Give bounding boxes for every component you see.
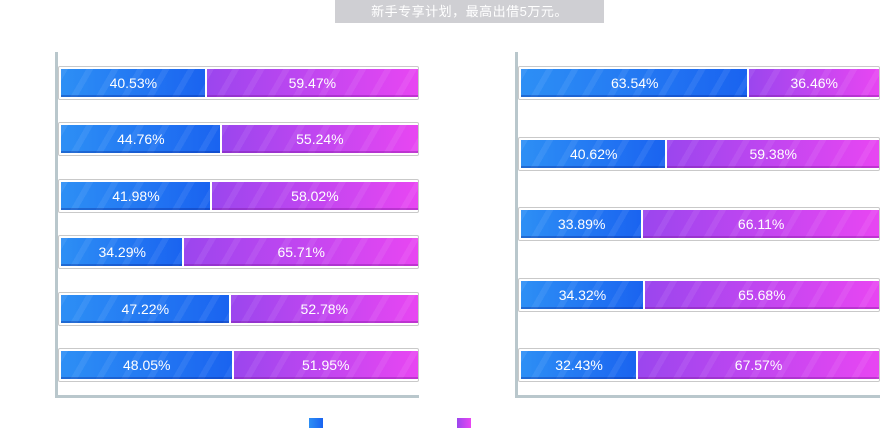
bar-segment-series-a: 33.89% (521, 210, 643, 238)
bar-row: 34.29% 65.71% (58, 235, 419, 270)
legend-swatch-series-a (309, 418, 323, 428)
bar-segment-series-a: 63.54% (521, 69, 749, 97)
segment-divider (642, 280, 645, 309)
segment-divider (228, 294, 231, 323)
segment-divider (636, 351, 639, 379)
bar-segment-series-a: 40.62% (521, 139, 667, 168)
bar-segment-series-b: 59.47% (206, 69, 418, 97)
segment-divider (641, 210, 644, 238)
y-axis-line (55, 52, 58, 398)
bar-segment-series-b: 65.68% (644, 280, 879, 309)
bar-segment-series-a: 48.05% (61, 351, 233, 379)
segment-divider (747, 69, 750, 97)
y-axis-line (515, 52, 518, 398)
bar-row: 48.05% 51.95% (58, 348, 419, 382)
bar-segment-series-b: 59.38% (667, 139, 879, 168)
bar-row: 40.62% 59.38% (518, 136, 880, 171)
segment-divider (182, 238, 185, 267)
bar-segment-series-a: 47.22% (61, 294, 230, 323)
segment-divider (209, 181, 212, 210)
bar-row: 33.89% 66.11% (518, 207, 880, 241)
bar-segment-series-a: 32.43% (521, 351, 638, 379)
bar-segment-series-b: 55.24% (221, 125, 418, 154)
bar-segment-series-a: 41.98% (61, 181, 211, 210)
bar-row: 34.32% 65.68% (518, 277, 880, 312)
x-axis-line (515, 395, 880, 398)
segment-divider (231, 351, 234, 379)
bar-row: 41.98% 58.02% (58, 178, 419, 213)
chart-left: 40.53% 59.47% 44.76% 55.24% 41.98% 58.02% 34.2… (55, 52, 419, 398)
bar-row: 32.43% 67.57% (518, 348, 880, 382)
bar-segment-series-a: 34.32% (521, 280, 644, 309)
x-axis-line (55, 395, 419, 398)
bar-segment-series-b: 51.95% (233, 351, 418, 379)
bar-row: 40.53% 59.47% (58, 66, 419, 100)
legend-swatch-series-b (457, 418, 471, 428)
bar-segment-series-a: 44.76% (61, 125, 221, 154)
bar-segment-series-b: 67.57% (638, 351, 879, 379)
bar-segment-series-b: 36.46% (749, 69, 879, 97)
segment-divider (665, 139, 668, 168)
bar-row: 44.76% 55.24% (58, 122, 419, 157)
chart-right: 63.54% 36.46% 40.62% 59.38% 33.89% 66.11% 34.3… (515, 52, 880, 398)
bar-row: 63.54% 36.46% (518, 66, 880, 100)
segment-divider (204, 69, 207, 97)
bar-segment-series-b: 58.02% (211, 181, 418, 210)
promo-banner: 新手专享计划，最高出借5万元。 (335, 0, 604, 23)
bar-row: 47.22% 52.78% (58, 291, 419, 326)
bar-segment-series-b: 52.78% (230, 294, 418, 323)
bar-segment-series-a: 40.53% (61, 69, 206, 97)
bar-segment-series-b: 66.11% (643, 210, 879, 238)
bar-segment-series-b: 65.71% (184, 238, 418, 267)
bar-segment-series-a: 34.29% (61, 238, 184, 267)
segment-divider (219, 125, 222, 154)
